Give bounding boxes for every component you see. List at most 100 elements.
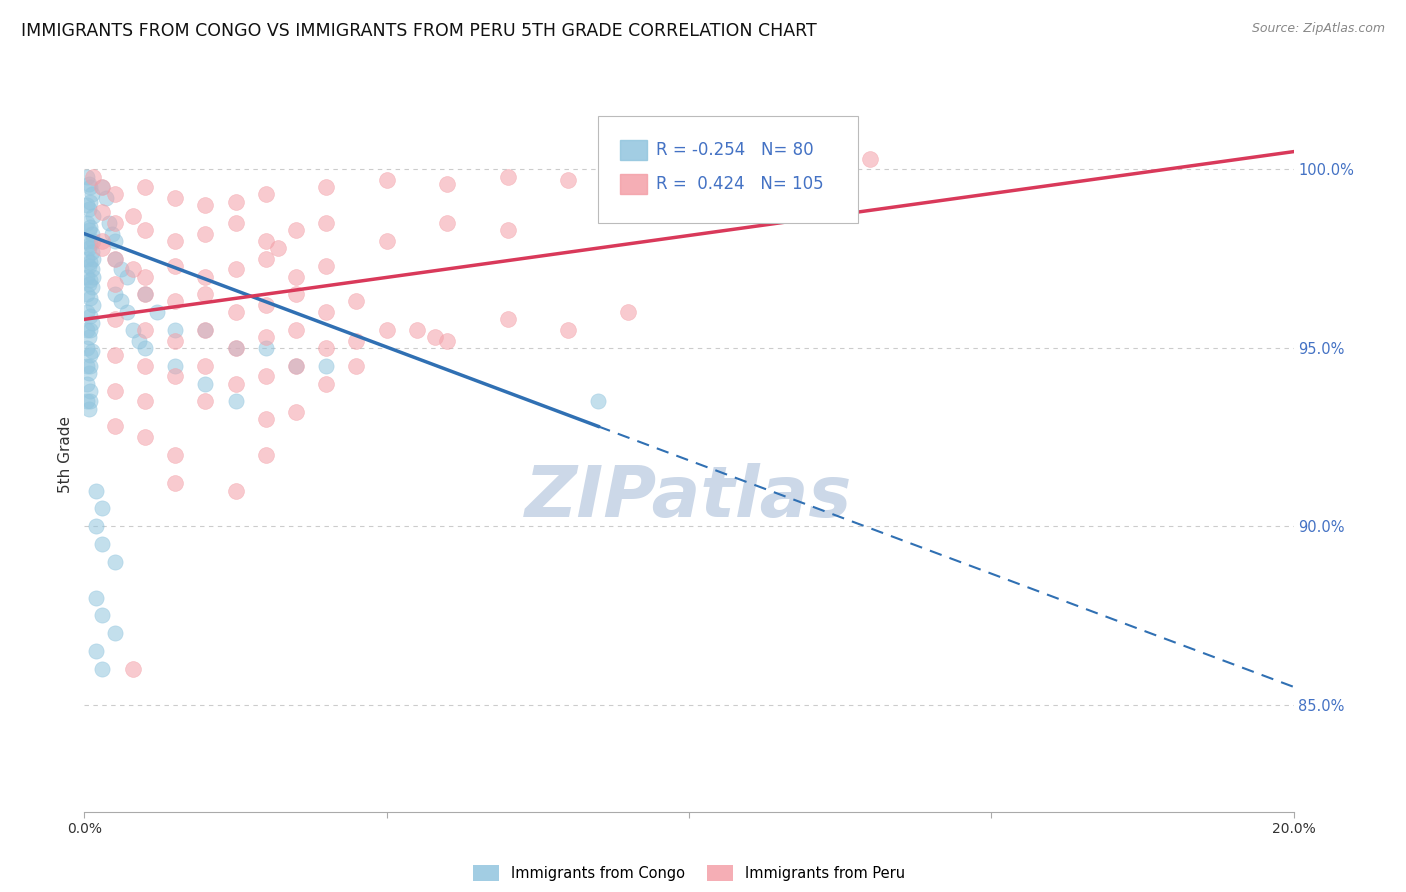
Point xyxy=(97,216,120,230)
Point xyxy=(225,483,247,498)
Point xyxy=(315,180,337,194)
Point xyxy=(496,169,519,184)
Point xyxy=(165,448,187,462)
Text: R = -0.254   N= 80: R = -0.254 N= 80 xyxy=(657,141,814,159)
Point xyxy=(80,262,103,277)
Point xyxy=(86,644,108,658)
Point xyxy=(194,323,217,337)
Point xyxy=(285,287,308,301)
Point xyxy=(76,341,98,355)
Point xyxy=(557,173,579,187)
Point xyxy=(104,287,127,301)
Point xyxy=(76,323,98,337)
Point xyxy=(77,223,100,237)
Point xyxy=(79,323,101,337)
Point xyxy=(315,305,337,319)
Point xyxy=(121,262,143,277)
Point xyxy=(86,483,108,498)
Point xyxy=(77,259,100,273)
Point xyxy=(165,294,187,309)
Point xyxy=(80,187,103,202)
Point xyxy=(194,227,217,241)
Point xyxy=(79,291,101,305)
Point xyxy=(315,259,337,273)
Point xyxy=(79,359,101,373)
Point xyxy=(104,234,127,248)
Point xyxy=(285,223,308,237)
Point xyxy=(80,280,103,294)
Point xyxy=(194,376,217,391)
Point xyxy=(254,234,277,248)
Point xyxy=(134,359,156,373)
Point xyxy=(76,252,98,266)
Point xyxy=(79,194,101,209)
Point xyxy=(91,241,114,255)
Point xyxy=(79,219,101,234)
Point xyxy=(165,259,187,273)
Point xyxy=(346,294,368,309)
Point xyxy=(91,180,114,194)
Point xyxy=(194,323,217,337)
Point xyxy=(76,234,98,248)
Point xyxy=(82,209,104,223)
Point xyxy=(436,216,458,230)
Point xyxy=(225,262,247,277)
Point xyxy=(165,334,187,348)
Point xyxy=(91,180,114,194)
Point xyxy=(86,591,108,605)
Point xyxy=(76,287,98,301)
Point xyxy=(104,626,127,640)
Point xyxy=(79,255,101,269)
Point xyxy=(79,309,101,323)
FancyBboxPatch shape xyxy=(599,116,858,223)
Point xyxy=(104,419,127,434)
Point xyxy=(76,394,98,409)
Point xyxy=(285,323,308,337)
Point xyxy=(80,316,103,330)
Point xyxy=(738,169,761,184)
Point xyxy=(79,384,101,398)
Point xyxy=(77,366,100,380)
Text: R =  0.424   N= 105: R = 0.424 N= 105 xyxy=(657,175,824,193)
Point xyxy=(121,323,143,337)
Point xyxy=(165,234,187,248)
Text: IMMIGRANTS FROM CONGO VS IMMIGRANTS FROM PERU 5TH GRADE CORRELATION CHART: IMMIGRANTS FROM CONGO VS IMMIGRANTS FROM… xyxy=(21,22,817,40)
Point xyxy=(91,501,114,516)
Point xyxy=(76,198,98,212)
Point xyxy=(436,334,458,348)
Point xyxy=(104,384,127,398)
Point xyxy=(77,330,100,344)
Point xyxy=(134,287,156,301)
Point xyxy=(165,359,187,373)
Point xyxy=(91,662,114,676)
Point xyxy=(859,152,882,166)
Point xyxy=(104,277,127,291)
Point xyxy=(80,227,103,241)
Point xyxy=(82,169,104,184)
Point xyxy=(346,334,368,348)
Point xyxy=(76,269,98,284)
Bar xyxy=(620,174,647,194)
Point xyxy=(76,359,98,373)
Point xyxy=(79,237,101,252)
Point xyxy=(146,305,169,319)
Point xyxy=(104,187,127,202)
Point xyxy=(254,448,277,462)
Point xyxy=(799,159,821,173)
Point xyxy=(100,227,122,241)
Point xyxy=(134,223,156,237)
Point xyxy=(225,341,247,355)
Text: ZIPatlas: ZIPatlas xyxy=(526,463,852,533)
Point xyxy=(267,241,290,255)
Point xyxy=(557,323,579,337)
Point xyxy=(77,277,100,291)
Point xyxy=(76,169,98,184)
Point xyxy=(91,205,114,219)
Point xyxy=(134,323,156,337)
Point xyxy=(285,269,308,284)
Point xyxy=(225,305,247,319)
Point xyxy=(82,234,104,248)
Point xyxy=(315,216,337,230)
Point xyxy=(82,269,104,284)
Point xyxy=(496,223,519,237)
